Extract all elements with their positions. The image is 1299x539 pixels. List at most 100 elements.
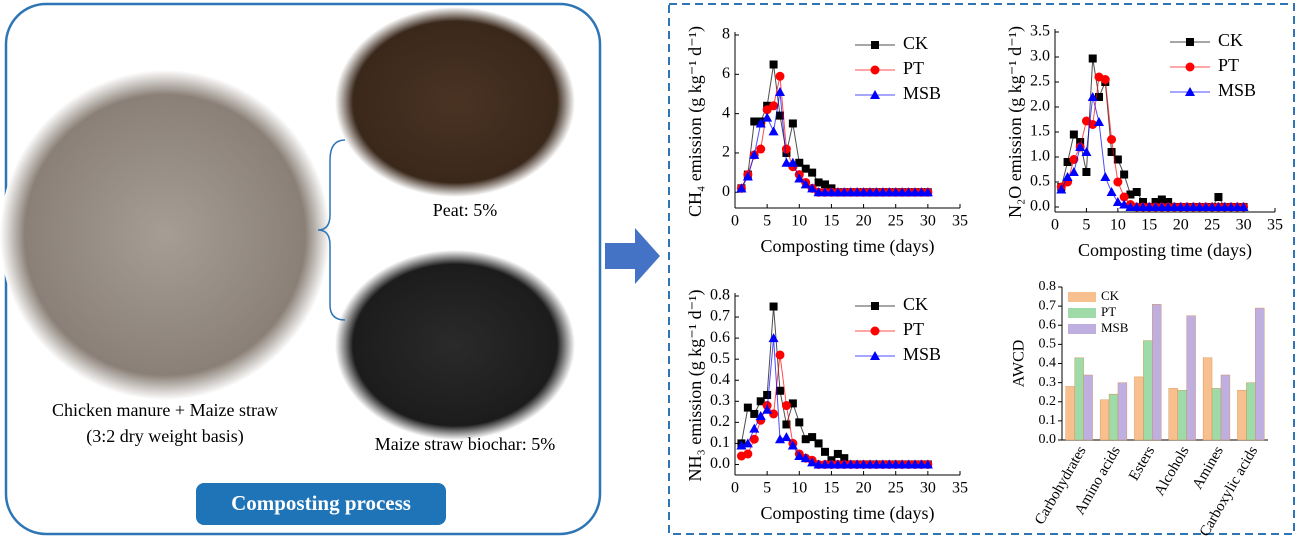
marker xyxy=(1068,167,1079,176)
marker xyxy=(910,187,920,197)
marker xyxy=(769,302,778,311)
marker xyxy=(1238,202,1249,211)
marker xyxy=(865,187,875,197)
marker xyxy=(1194,202,1205,211)
bar xyxy=(1237,390,1247,441)
y-tick-label: 0.6 xyxy=(1039,317,1057,332)
bar xyxy=(1143,340,1153,441)
x-tick-label: 10 xyxy=(791,480,807,497)
legend-label: PT xyxy=(903,58,924,78)
peat-photo xyxy=(335,7,575,197)
legend-label: MSB xyxy=(1101,320,1129,335)
x-axis-label: Composting time (days) xyxy=(761,503,935,524)
marker xyxy=(1214,193,1223,201)
marker xyxy=(1100,172,1111,181)
marker xyxy=(755,118,766,128)
marker xyxy=(845,187,856,197)
marker xyxy=(821,180,829,189)
marker xyxy=(1219,202,1230,211)
bar xyxy=(1152,304,1162,441)
marker xyxy=(821,447,829,456)
y-tick-label: 0.6 xyxy=(710,329,730,346)
marker xyxy=(768,333,779,343)
marker xyxy=(890,187,901,197)
marker xyxy=(1069,130,1078,139)
series-line xyxy=(1060,76,1244,208)
y-tick-label: 1.0 xyxy=(1030,148,1050,165)
marker xyxy=(897,459,908,469)
marker xyxy=(1163,202,1174,211)
marker xyxy=(1232,202,1243,211)
marker xyxy=(832,187,843,197)
marker xyxy=(1156,202,1167,211)
marker xyxy=(1119,192,1129,202)
x-tick-label: 20 xyxy=(856,480,872,497)
marker xyxy=(807,183,818,193)
y-tick-label: 0.2 xyxy=(710,413,730,430)
marker xyxy=(762,105,772,115)
marker xyxy=(1226,202,1236,211)
marker xyxy=(826,187,837,197)
legend-marker xyxy=(1185,62,1195,72)
x-tick-label: 25 xyxy=(888,213,904,230)
marker xyxy=(903,459,914,469)
marker xyxy=(871,459,882,469)
x-tick-label: 10 xyxy=(1110,217,1126,234)
marker xyxy=(776,111,784,120)
marker xyxy=(787,157,798,167)
marker xyxy=(749,434,759,444)
marker xyxy=(922,187,933,197)
arrow xyxy=(605,228,660,284)
y-tick-label: 0.8 xyxy=(710,287,730,304)
marker xyxy=(877,459,888,469)
biochar-label: Maize straw biochar: 5% xyxy=(375,434,555,454)
marker xyxy=(768,126,779,136)
x-axis-label: Composting time (days) xyxy=(1078,240,1252,261)
marker xyxy=(1082,168,1091,176)
y-tick-label: 1.5 xyxy=(1030,123,1050,140)
marker xyxy=(916,459,927,469)
marker xyxy=(781,144,791,154)
y-tick-label: 0.4 xyxy=(710,371,730,388)
x-tick-label: 30 xyxy=(1236,217,1252,234)
bar xyxy=(1099,399,1110,441)
y-axis-label: NH₃ emission (g kg⁻¹ d⁻¹) xyxy=(685,289,706,481)
y-tick-label: 0.0 xyxy=(1039,432,1057,447)
marker xyxy=(1132,188,1141,196)
legend-label: CK xyxy=(903,33,928,53)
marker xyxy=(1106,187,1117,196)
marker xyxy=(808,433,817,442)
marker xyxy=(1062,172,1073,181)
marker xyxy=(755,411,766,421)
marker xyxy=(845,459,856,469)
manure-photo xyxy=(0,70,330,400)
legend-marker xyxy=(870,351,880,360)
bar xyxy=(1074,357,1084,441)
x-tick-label: 15 xyxy=(823,213,839,230)
marker xyxy=(1088,120,1098,129)
marker xyxy=(1095,93,1103,101)
marker xyxy=(736,183,747,193)
x-tick-label: 5 xyxy=(1082,217,1090,234)
marker xyxy=(782,420,791,429)
bar xyxy=(1186,315,1196,441)
marker xyxy=(1087,92,1098,101)
y-axis-label: N₂O emission (g kg⁻¹ d⁻¹) xyxy=(1005,26,1026,218)
legend-marker xyxy=(870,90,880,99)
marker xyxy=(1094,117,1104,126)
x-tick-label: 20 xyxy=(1173,217,1189,234)
marker xyxy=(832,459,843,469)
marker xyxy=(756,397,765,406)
marker xyxy=(743,403,752,412)
marker xyxy=(769,60,778,69)
marker xyxy=(750,409,759,418)
peat-label: Peat: 5% xyxy=(433,200,498,220)
marker xyxy=(1150,202,1161,211)
bar xyxy=(1255,307,1265,441)
y-tick-label: 0.1 xyxy=(1039,413,1057,428)
marker xyxy=(1144,202,1155,211)
x-tick-label: 30 xyxy=(920,480,936,497)
marker xyxy=(749,423,760,433)
marker xyxy=(813,187,824,197)
marker xyxy=(775,71,785,81)
